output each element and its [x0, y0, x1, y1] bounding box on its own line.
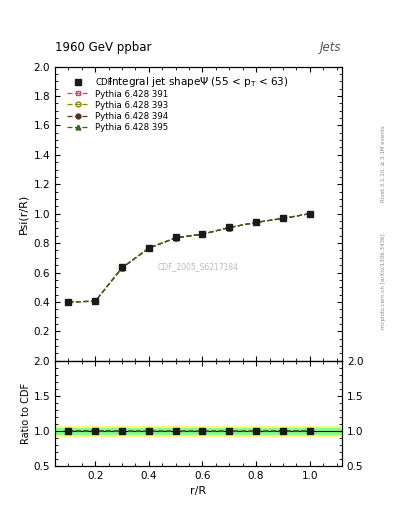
Y-axis label: Ratio to CDF: Ratio to CDF [21, 383, 31, 444]
Text: Rivet 3.1.10, ≥ 3.1M events: Rivet 3.1.10, ≥ 3.1M events [381, 125, 386, 202]
Text: mcplots.cern.ch [arXiv:1306.3436]: mcplots.cern.ch [arXiv:1306.3436] [381, 234, 386, 329]
Text: CDF_2005_S6217184: CDF_2005_S6217184 [158, 262, 239, 271]
Text: Integral jet shape$\Psi$ (55 < p$_{\rm T}$ < 63): Integral jet shape$\Psi$ (55 < p$_{\rm T… [108, 75, 289, 90]
Bar [55, 425, 342, 436]
Bar [55, 428, 342, 434]
Legend: CDF, Pythia 6.428 391, Pythia 6.428 393, Pythia 6.428 394, Pythia 6.428 395: CDF, Pythia 6.428 391, Pythia 6.428 393,… [65, 77, 170, 134]
Text: Jets: Jets [320, 41, 342, 54]
Y-axis label: Psi(r/R): Psi(r/R) [18, 194, 28, 234]
X-axis label: r/R: r/R [190, 486, 207, 496]
Text: 1960 GeV ppbar: 1960 GeV ppbar [55, 41, 152, 54]
